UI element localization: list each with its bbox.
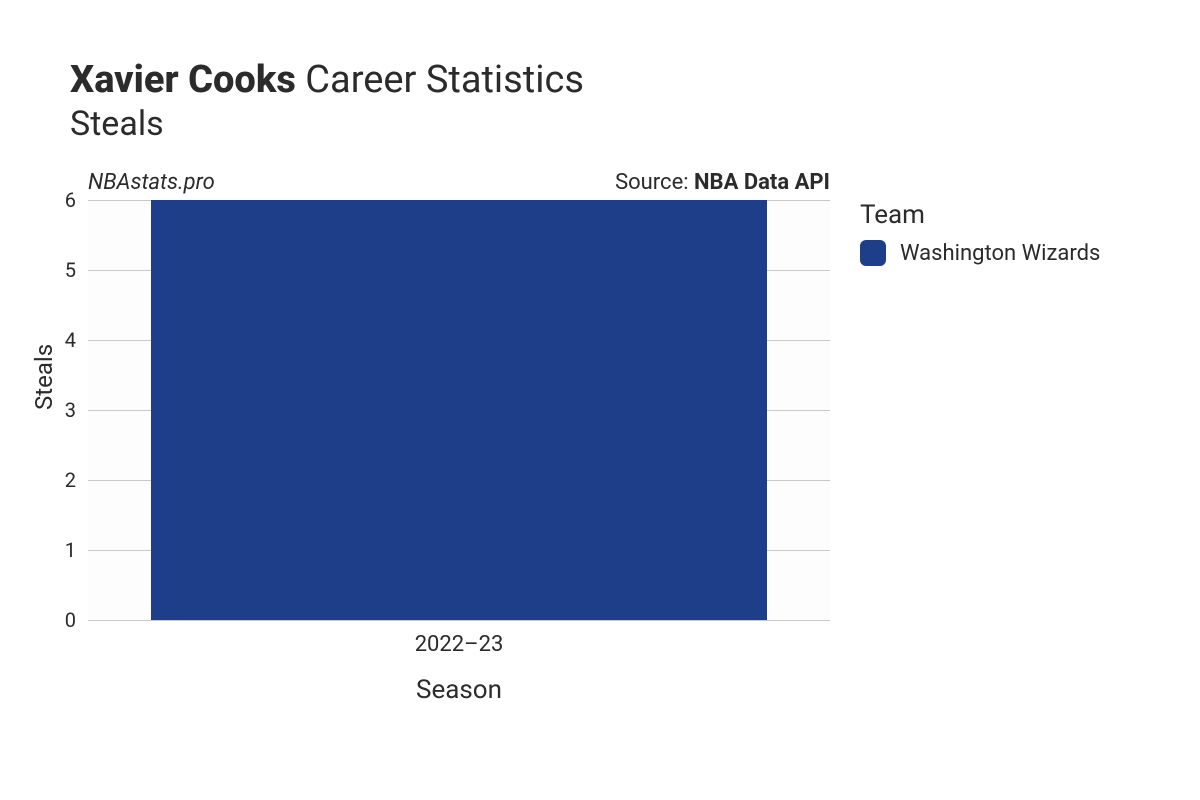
- legend-items: Washington Wizards: [860, 240, 1100, 266]
- legend: Team Washington Wizards: [860, 200, 1100, 266]
- y-tick-label: 1: [0, 538, 76, 562]
- legend-title: Team: [860, 200, 1100, 230]
- chart-subtitle: Steals: [70, 104, 584, 145]
- legend-swatch: [860, 240, 886, 266]
- y-tick-label: 4: [0, 328, 76, 352]
- gridline: [88, 620, 830, 621]
- title-block: Xavier Cooks Career Statistics Steals: [70, 60, 584, 145]
- title-player-name: Xavier Cooks: [70, 58, 296, 102]
- y-tick-label: 0: [0, 608, 76, 632]
- y-tick-label: 6: [0, 188, 76, 212]
- title-suffix: Career Statistics: [296, 58, 584, 102]
- source-name: NBA Data API: [694, 170, 830, 195]
- attribution-source: Source: NBA Data API: [615, 170, 830, 195]
- source-prefix: Source:: [615, 170, 694, 195]
- x-tick-label: 2022–23: [415, 632, 504, 657]
- legend-item: Washington Wizards: [860, 240, 1100, 266]
- y-tick-label: 2: [0, 468, 76, 492]
- attribution-site: NBAstats.pro: [88, 170, 215, 195]
- x-axis-label: Season: [416, 675, 502, 705]
- chart-container: Xavier Cooks Career Statistics Steals NB…: [0, 0, 1200, 800]
- plot-area: [88, 200, 830, 620]
- y-tick-label: 3: [0, 398, 76, 422]
- y-tick-label: 5: [0, 258, 76, 282]
- legend-item-label: Washington Wizards: [900, 241, 1100, 266]
- chart-title: Xavier Cooks Career Statistics: [70, 60, 584, 102]
- bar: [151, 200, 767, 620]
